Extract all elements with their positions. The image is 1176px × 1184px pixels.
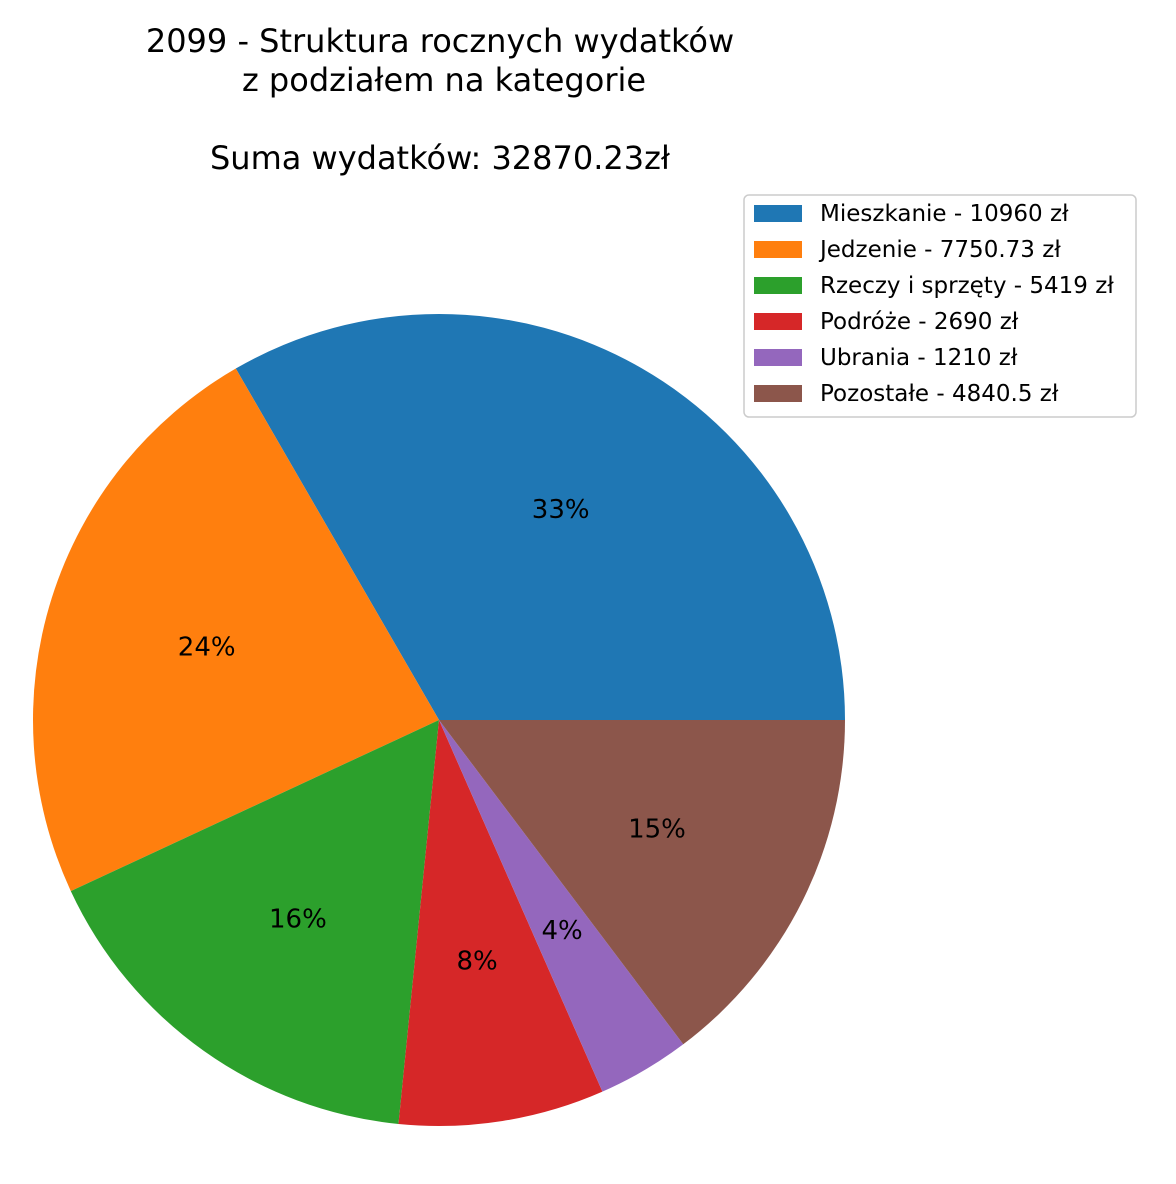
chart-title-line-2: z podziałem na kategorie (242, 61, 646, 99)
percent-label-jedzenie: 24% (178, 633, 236, 663)
legend-swatch-ubrania (754, 349, 802, 366)
chart-subtitle-total: Suma wydatków: 32870.23zł (210, 139, 671, 177)
legend-label-pozostale: Pozostałe - 4840.5 zł (820, 381, 1059, 407)
chart-title: 2099 - Struktura rocznych wydatków z pod… (146, 22, 734, 177)
percent-label-pozostale: 15% (628, 815, 686, 845)
legend-swatch-pozostale (754, 385, 802, 402)
chart-title-line-1: 2099 - Struktura rocznych wydatków (146, 22, 734, 60)
pie-slices (33, 313, 845, 1126)
legend-box (743, 194, 1137, 418)
legend-label-rzeczy-i-sprzety: Rzeczy i sprzęty - 5419 zł (820, 273, 1114, 299)
pie-slice-jedzenie (33, 368, 440, 892)
legend-swatch-podroze (754, 313, 802, 330)
pie-slice-podroze (398, 720, 603, 1126)
legend-swatch-jedzenie (754, 241, 802, 258)
pie-slice-pozostale (439, 720, 845, 1045)
legend-label-ubrania: Ubrania - 1210 zł (820, 345, 1018, 371)
legend-label-podroze: Podróże - 2690 zł (820, 309, 1019, 335)
legend: Mieszkanie - 10960 zł Jedzenie - 7750.73 … (743, 194, 1137, 418)
legend-label-jedzenie: Jedzenie - 7750.73 zł (818, 237, 1061, 263)
legend-label-mieszkanie: Mieszkanie - 10960 zł (820, 201, 1069, 227)
legend-swatch-rzeczy-i-sprzety (754, 277, 802, 294)
legend-swatch-mieszkanie (754, 205, 802, 222)
percent-label-podroze: 8% (456, 947, 497, 977)
pie-slice-ubrania (439, 720, 684, 1092)
pie-percent-labels: 33% 24% 16% 8% 4% 15% (178, 495, 686, 977)
percent-label-mieszkanie: 33% (532, 495, 590, 525)
percent-label-ubrania: 4% (541, 916, 582, 946)
percent-label-rzeczy-i-sprzety: 16% (269, 905, 327, 935)
pie-slice-rzeczy-i-sprzety (70, 720, 439, 1124)
pie-slice-mieszkanie (235, 313, 845, 720)
